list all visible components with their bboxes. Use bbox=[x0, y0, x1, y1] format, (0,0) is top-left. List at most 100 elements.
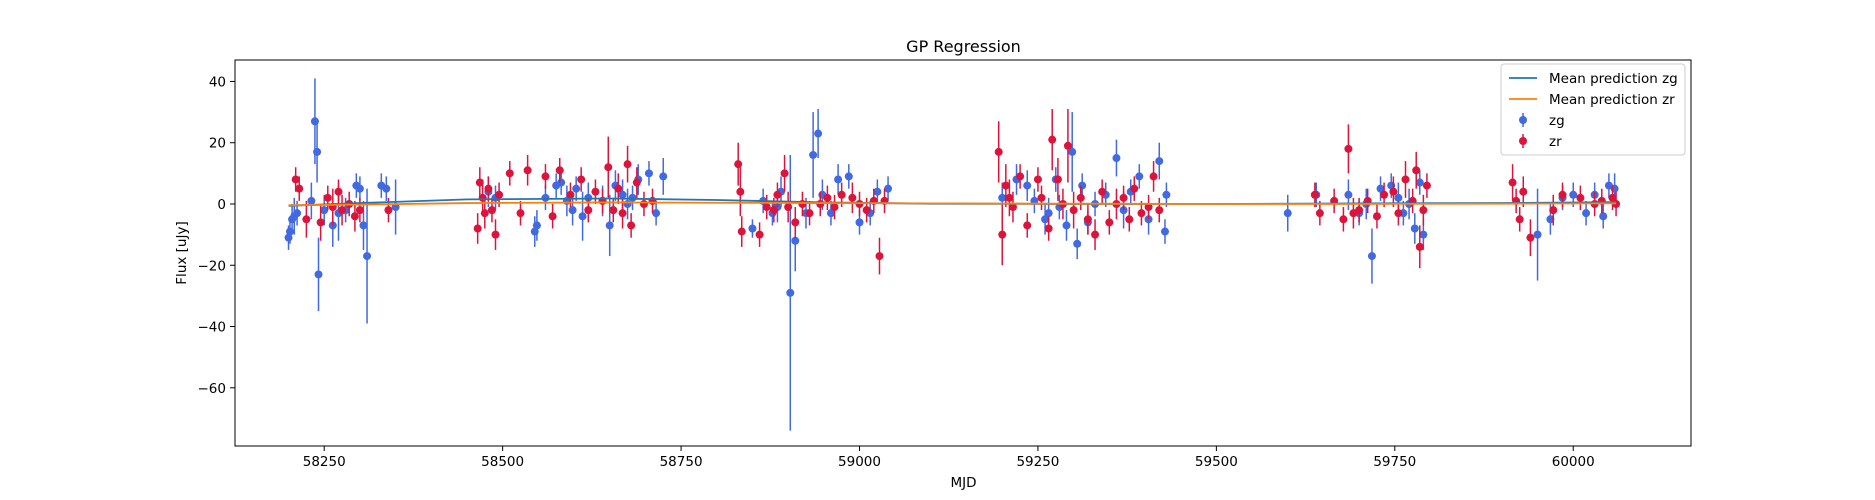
plot-content bbox=[284, 78, 1621, 431]
point-zr-102 bbox=[1401, 175, 1410, 184]
point-zr-12 bbox=[473, 224, 482, 233]
point-zr-76 bbox=[1069, 206, 1078, 215]
legend-label-1: Mean prediction zr bbox=[1549, 92, 1675, 108]
point-zr-96 bbox=[1355, 206, 1364, 215]
point-zr-16 bbox=[484, 184, 493, 193]
x-tick-label-6: 59750 bbox=[1373, 454, 1416, 470]
point-zr-85 bbox=[1130, 184, 1139, 193]
y-tick-label-0: −60 bbox=[198, 381, 227, 397]
point-zg-97 bbox=[1533, 230, 1542, 239]
point-zr-112 bbox=[1526, 233, 1535, 242]
legend-box bbox=[1500, 63, 1686, 156]
point-zr-75 bbox=[1063, 141, 1072, 150]
point-zg-19 bbox=[391, 203, 400, 212]
point-zr-93 bbox=[1339, 215, 1348, 224]
point-zr-24 bbox=[548, 212, 557, 221]
point-zg-60 bbox=[998, 193, 1007, 202]
point-zr-99 bbox=[1380, 190, 1389, 199]
point-zr-2 bbox=[302, 215, 311, 224]
point-zr-88 bbox=[1149, 172, 1158, 181]
point-zg-101 bbox=[1582, 209, 1591, 218]
point-zg-95 bbox=[1415, 178, 1424, 187]
point-zr-27 bbox=[577, 175, 586, 184]
point-zr-47 bbox=[780, 169, 789, 178]
x-tick-label-3: 59000 bbox=[838, 454, 881, 470]
point-zr-70 bbox=[1037, 193, 1046, 202]
point-zr-69 bbox=[1033, 175, 1042, 184]
y-axis: −60 −40 −20 0 20 40 bbox=[198, 74, 235, 397]
point-zr-63 bbox=[998, 230, 1007, 239]
series-zr bbox=[291, 109, 1621, 275]
point-zr-86 bbox=[1137, 209, 1146, 218]
point-zg-64 bbox=[1041, 215, 1050, 224]
point-zr-79 bbox=[1091, 230, 1100, 239]
point-zr-15 bbox=[480, 209, 489, 218]
point-zr-25 bbox=[555, 166, 564, 175]
point-zg-37 bbox=[628, 193, 637, 202]
x-axis-label: MJD bbox=[950, 475, 976, 491]
axes-frame bbox=[234, 59, 1692, 447]
y-axis-label: Flux [uJy] bbox=[174, 221, 190, 284]
point-zr-118 bbox=[1608, 193, 1617, 202]
point-zr-19 bbox=[495, 190, 504, 199]
point-zr-101 bbox=[1394, 209, 1403, 218]
x-tick-label-1: 58500 bbox=[481, 454, 524, 470]
point-zg-58 bbox=[873, 187, 882, 196]
plot-area bbox=[284, 78, 1621, 431]
point-zg-14 bbox=[355, 184, 364, 193]
point-zr-9 bbox=[350, 212, 359, 221]
point-zr-66 bbox=[1008, 203, 1017, 212]
point-zr-48 bbox=[784, 203, 793, 212]
x-tick-label-4: 59250 bbox=[1016, 454, 1059, 470]
point-zg-47 bbox=[786, 288, 795, 297]
point-zg-23 bbox=[532, 221, 541, 230]
point-zg-59 bbox=[884, 184, 893, 193]
point-zr-40 bbox=[734, 160, 743, 169]
x-tick-label-7: 60000 bbox=[1552, 454, 1595, 470]
point-zr-81 bbox=[1105, 218, 1114, 227]
point-zg-91 bbox=[1394, 193, 1403, 202]
x-tick-label-2: 58750 bbox=[660, 454, 703, 470]
point-zg-65 bbox=[1044, 209, 1053, 218]
point-zg-56 bbox=[855, 218, 864, 227]
point-zg-75 bbox=[1112, 154, 1121, 163]
point-zr-49 bbox=[791, 218, 800, 227]
point-zg-24 bbox=[541, 193, 550, 202]
point-zr-52 bbox=[816, 199, 825, 208]
point-zr-23 bbox=[541, 172, 550, 181]
point-zr-80 bbox=[1098, 187, 1107, 196]
point-zg-80 bbox=[1155, 157, 1164, 166]
point-zg-9 bbox=[320, 206, 329, 215]
point-zr-22 bbox=[523, 166, 532, 175]
point-zr-51 bbox=[805, 209, 814, 218]
point-zr-17 bbox=[487, 206, 496, 215]
point-zr-64 bbox=[1001, 181, 1010, 190]
point-zg-54 bbox=[834, 175, 843, 184]
point-zg-18 bbox=[382, 184, 391, 193]
point-zg-78 bbox=[1135, 172, 1144, 181]
point-zr-4 bbox=[323, 193, 332, 202]
point-zr-100 bbox=[1389, 187, 1398, 196]
point-zg-82 bbox=[1162, 190, 1171, 199]
point-zg-35 bbox=[618, 190, 627, 199]
point-zg-81 bbox=[1160, 227, 1169, 236]
point-zg-50 bbox=[809, 150, 818, 159]
point-zr-0 bbox=[291, 175, 300, 184]
point-zr-58 bbox=[862, 206, 871, 215]
point-zg-96 bbox=[1419, 230, 1428, 239]
point-zr-53 bbox=[823, 193, 832, 202]
point-zr-67 bbox=[1016, 172, 1025, 181]
point-zg-26 bbox=[557, 178, 566, 187]
point-zr-35 bbox=[623, 160, 632, 169]
point-zr-42 bbox=[737, 227, 746, 236]
point-zr-56 bbox=[848, 193, 857, 202]
point-zg-30 bbox=[578, 212, 587, 221]
point-zr-33 bbox=[614, 184, 623, 193]
point-zg-40 bbox=[652, 209, 661, 218]
point-zg-5 bbox=[307, 196, 316, 205]
point-zg-98 bbox=[1546, 215, 1555, 224]
point-zr-78 bbox=[1083, 215, 1092, 224]
point-zg-28 bbox=[568, 206, 577, 215]
point-zr-89 bbox=[1155, 206, 1164, 215]
